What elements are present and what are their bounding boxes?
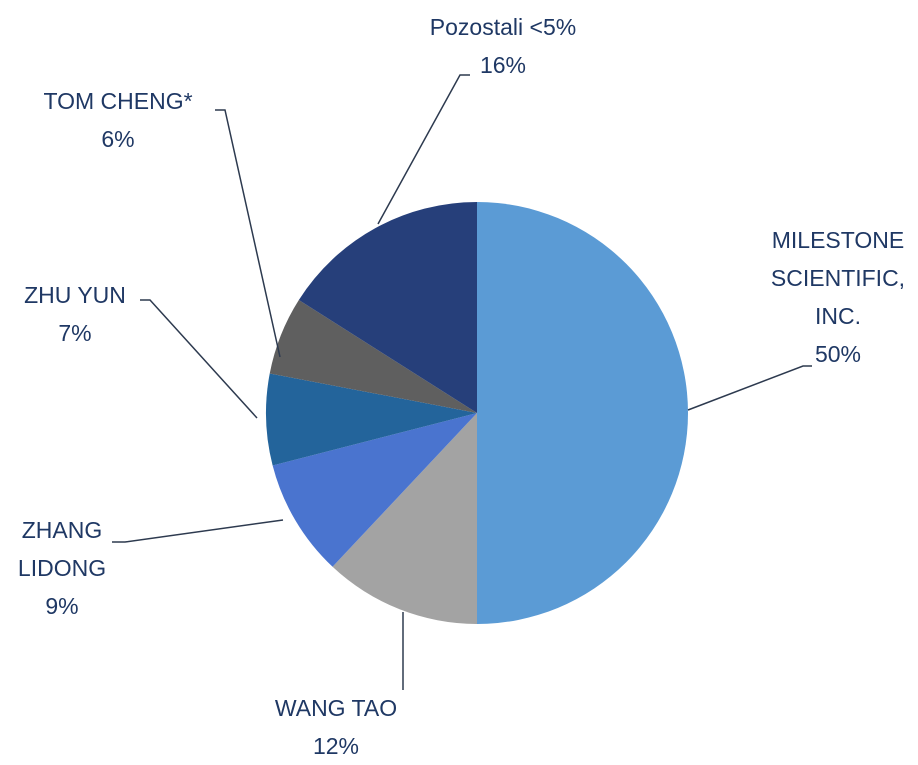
slice-label: WANG TAO 12% xyxy=(236,689,436,765)
leader-line xyxy=(687,365,812,411)
leader-line xyxy=(377,74,470,225)
value-label: 50% xyxy=(814,341,862,367)
value-label: 16% xyxy=(479,52,527,78)
slice-label: ZHU YUN 7% xyxy=(0,276,150,352)
leader-line xyxy=(215,109,281,358)
category-label: MILESTONE SCIENTIFIC, INC. xyxy=(770,227,906,329)
pie-slice xyxy=(477,202,688,624)
leader-line xyxy=(112,519,284,543)
slice-label: Pozostali <5% 16% xyxy=(393,8,613,84)
category-label: Pozostali <5% xyxy=(429,14,577,40)
value-label: 9% xyxy=(45,593,79,619)
value-label: 6% xyxy=(101,126,135,152)
value-label: 7% xyxy=(58,320,92,346)
pie-slice xyxy=(332,413,477,624)
pie-slice xyxy=(266,373,477,466)
category-label: ZHU YUN xyxy=(24,282,126,308)
leader-line xyxy=(140,299,258,419)
slice-label: TOM CHENG* 6% xyxy=(8,82,228,158)
pie-slice xyxy=(269,299,477,413)
pie-slice xyxy=(272,413,477,567)
pie-slice xyxy=(298,202,477,413)
category-label: TOM CHENG* xyxy=(43,88,193,114)
category-label: WANG TAO xyxy=(274,695,398,721)
slice-label: MILESTONE SCIENTIFIC, INC. 50% xyxy=(753,221,918,373)
slice-label: ZHANG LIDONG 9% xyxy=(7,511,117,625)
value-label: 12% xyxy=(312,733,360,759)
category-label: ZHANG LIDONG xyxy=(17,517,107,581)
